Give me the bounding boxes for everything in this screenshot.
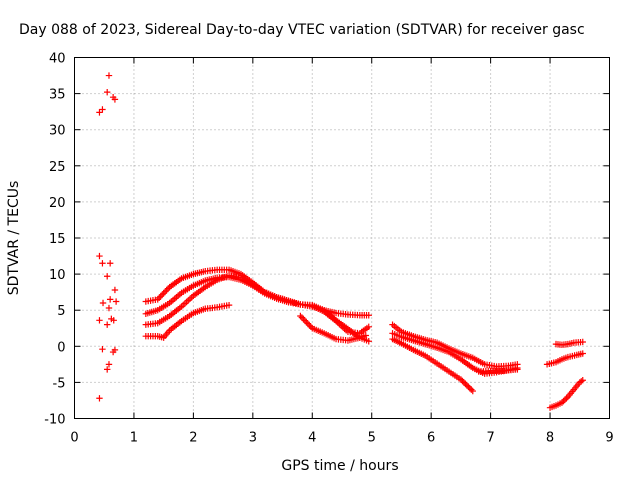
data-point <box>298 314 306 321</box>
x-tick-label: 2 <box>189 431 197 446</box>
data-point <box>105 304 113 312</box>
data-point <box>109 348 117 356</box>
data-point <box>103 321 111 328</box>
data-point <box>111 96 119 103</box>
data-point <box>157 293 164 300</box>
data-point <box>457 376 465 383</box>
x-tick-label: 7 <box>486 431 494 446</box>
data-point <box>225 301 233 309</box>
axis-ticks: 0 1 2 3 4 5 6 7 8 9 -10 -5 0 5 10 15 20 25 30 35 40 <box>44 52 613 446</box>
data-point <box>99 345 106 353</box>
data-points <box>96 72 586 411</box>
data-point <box>514 366 521 373</box>
x-tick-label: 0 <box>70 431 78 446</box>
data-point <box>105 361 113 368</box>
data-point <box>303 318 310 326</box>
data-point <box>463 382 471 389</box>
data-point <box>365 312 372 319</box>
y-tick-label: 10 <box>49 268 66 283</box>
x-tick-label: 8 <box>546 431 554 446</box>
x-axis-label: GPS time / hours <box>281 458 398 474</box>
data-point <box>561 396 569 403</box>
data-point <box>460 379 468 386</box>
data-point <box>563 395 570 402</box>
plot-frame <box>74 57 610 419</box>
x-tick-label: 9 <box>605 431 613 446</box>
data-point <box>558 399 566 406</box>
data-point <box>462 380 469 388</box>
data-point <box>96 109 103 116</box>
data-point <box>459 377 466 385</box>
data-point <box>99 260 106 267</box>
x-tick-label: 3 <box>249 431 257 446</box>
data-point <box>297 312 304 320</box>
data-point <box>365 323 372 331</box>
x-tick-label: 5 <box>368 431 376 446</box>
data-point <box>99 299 107 307</box>
data-point <box>306 321 313 329</box>
data-point <box>111 286 119 294</box>
y-tick-label: 20 <box>49 196 66 211</box>
data-point <box>560 397 567 405</box>
y-tick-label: -10 <box>44 413 65 428</box>
y-tick-label: -5 <box>53 376 66 391</box>
data-point <box>96 252 103 260</box>
data-point <box>300 315 307 323</box>
data-point <box>106 296 114 303</box>
y-tick-label: 40 <box>49 52 66 67</box>
data-point <box>304 320 312 327</box>
grid-lines <box>74 57 610 419</box>
data-point <box>579 350 586 357</box>
y-tick-label: 35 <box>49 88 66 103</box>
data-point <box>103 366 111 373</box>
data-point <box>579 377 586 384</box>
x-tick-label: 1 <box>130 431 138 446</box>
data-point <box>161 288 169 295</box>
data-point <box>105 72 113 79</box>
y-tick-label: 0 <box>57 340 65 355</box>
data-point <box>466 384 474 392</box>
data-point <box>465 383 472 390</box>
x-tick-label: 6 <box>427 431 435 446</box>
data-point <box>160 290 167 297</box>
chart-title: Day 088 of 2023, Sidereal Day-to-day VTE… <box>19 22 585 38</box>
data-point <box>365 338 372 345</box>
data-point <box>99 106 106 113</box>
data-point <box>578 378 585 385</box>
y-tick-label: 5 <box>57 304 65 319</box>
data-point <box>158 291 166 298</box>
data-point <box>96 317 103 324</box>
y-tick-label: 15 <box>49 232 66 247</box>
data-point <box>469 387 476 395</box>
data-point <box>96 395 103 402</box>
x-tick-label: 4 <box>308 431 316 446</box>
data-point <box>106 260 114 267</box>
data-point <box>468 386 475 393</box>
data-point <box>112 298 120 305</box>
y-tick-label: 30 <box>49 124 66 139</box>
data-point <box>163 286 170 294</box>
y-axis-label: SDTVAR / TECUs <box>6 181 22 296</box>
data-point <box>110 317 117 324</box>
data-point <box>103 88 111 96</box>
data-point <box>362 332 369 339</box>
data-point <box>301 317 309 324</box>
data-point <box>103 273 111 280</box>
data-point <box>579 338 586 346</box>
y-tick-label: 25 <box>49 160 66 175</box>
